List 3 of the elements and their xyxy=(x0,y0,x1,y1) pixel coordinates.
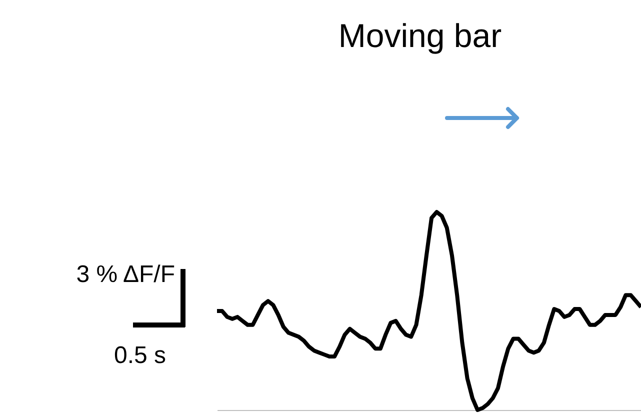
text: 0.5 s xyxy=(114,342,166,369)
chart-title: Moving bar xyxy=(338,17,502,54)
text: 3 % ΔF/F xyxy=(76,261,175,288)
